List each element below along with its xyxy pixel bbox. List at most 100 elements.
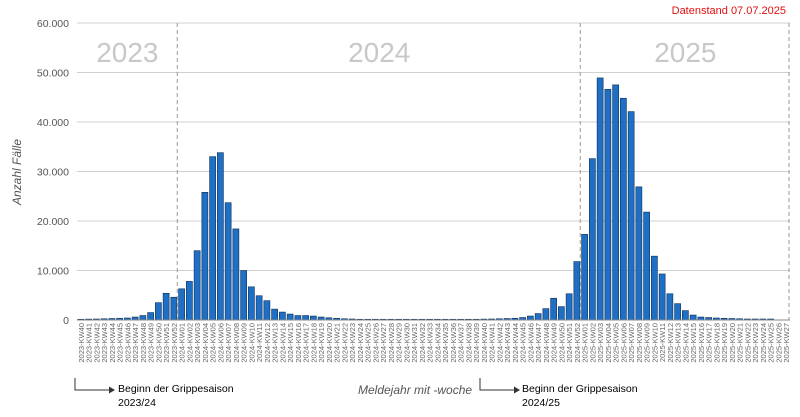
x-tick-label: 2025-KW11 (658, 323, 667, 362)
x-tick-label: 2024-KW36 (449, 323, 458, 363)
bar (286, 313, 294, 321)
x-tick-label: 2023-KW43 (100, 323, 109, 363)
x-tick-label: 2024-KW35 (441, 323, 450, 363)
x-tick-label: 2025-KW27 (782, 323, 791, 363)
bar (263, 300, 271, 321)
x-tick-label: 2025-KW20 (728, 323, 737, 363)
bar (689, 314, 697, 321)
x-tick-label: 2024-KW21 (333, 323, 342, 363)
season-start-arrow (74, 378, 109, 391)
x-tick-label: 2025-KW04 (604, 323, 613, 363)
bar (271, 308, 278, 321)
x-tick-label: 2024-KW01 (178, 323, 187, 363)
x-axis-title: Meldejahr mit -woche (358, 383, 473, 397)
x-tick-label: 2025-KW07 (627, 323, 636, 363)
x-tick-label: 2023-KW44 (108, 323, 117, 363)
bar (224, 202, 232, 321)
x-tick-label: 2023-KW45 (116, 323, 125, 363)
x-tick-label: 2024-KW45 (519, 323, 528, 363)
y-tick-label: 0 (63, 315, 69, 327)
x-tick-label: 2024-KW47 (534, 323, 543, 363)
season-start-arrow (479, 378, 514, 391)
bar (186, 281, 193, 321)
y-tick-label: 50.000 (37, 68, 69, 80)
y-tick-label: 40.000 (37, 117, 69, 129)
x-tick-label: 2023-KW42 (92, 323, 101, 363)
x-tick-label: 2024-KW26 (371, 323, 380, 363)
x-tick-label: 2023-KW50 (154, 323, 163, 363)
x-tick-label: 2024-KW48 (542, 323, 551, 363)
x-tick-label: 2024-KW28 (387, 323, 396, 363)
x-tick-label: 2024-KW41 (488, 323, 497, 363)
x-tick-label: 2024-KW50 (557, 323, 566, 363)
x-tick-label: 2024-KW02 (185, 323, 194, 363)
x-tick-label: 2024-KW34 (433, 323, 442, 363)
x-tick-label: 2025-KW21 (736, 323, 745, 363)
x-tick-label: 2024-KW24 (356, 323, 365, 363)
x-tick-label: 2024-KW11 (255, 323, 264, 362)
x-tick-label: 2024-KW10 (247, 323, 256, 363)
y-tick-label: 10.000 (37, 266, 69, 278)
data-status-label: Datenstand 07.07.2025 (671, 5, 786, 17)
x-tick-label: 2025-KW24 (759, 323, 768, 363)
x-tick-label: 2024-KW04 (201, 323, 210, 363)
x-tick-label: 2024-KW16 (294, 323, 303, 363)
x-tick-label: 2023-KW49 (147, 323, 156, 363)
season-start-note-line1: Beginn der Grippesaison (522, 383, 638, 395)
x-tick-label: 2024-KW27 (379, 323, 388, 363)
bar (643, 211, 650, 321)
x-tick-label: 2025-KW14 (681, 323, 690, 363)
season-start-note-line2: 2023/24 (118, 397, 156, 409)
x-tick-label: 2024-KW37 (457, 323, 466, 363)
x-tick-label: 2024-KW07 (224, 323, 233, 363)
bar (162, 292, 170, 321)
year-label: 2023 (96, 37, 158, 68)
x-tick-label: 2023-KW46 (123, 323, 132, 363)
bar (279, 311, 286, 321)
x-tick-label: 2024-KW12 (263, 323, 272, 363)
season-start-note-line1: Beginn der Grippesaison (118, 383, 234, 395)
x-tick-label: 2025-KW18 (712, 323, 721, 363)
x-tick-label: 2024-KW33 (426, 323, 435, 363)
bar (635, 186, 643, 321)
x-tick-label: 2025-KW22 (743, 323, 752, 363)
bar (232, 228, 240, 321)
x-tick-label: 2024-KW52 (573, 323, 582, 363)
x-tick-label: 2024-KW06 (216, 323, 225, 363)
season-start-note-2023: Beginn der Grippesaison 2023/24 (118, 382, 234, 410)
bar (240, 270, 247, 321)
x-tick-label: 2024-KW18 (309, 323, 318, 363)
year-label: 2025 (654, 37, 716, 68)
x-tick-label: 2024-KW20 (325, 323, 334, 363)
x-tick-label: 2025-KW19 (720, 323, 729, 363)
x-tick-label: 2024-KW22 (340, 323, 349, 363)
x-tick-label: 2023-KW40 (77, 323, 86, 363)
bar (581, 234, 588, 321)
x-tick-label: 2024-KW49 (550, 323, 559, 363)
x-tick-label: 2024-KW46 (526, 323, 535, 363)
x-tick-label: 2023-KW48 (139, 323, 148, 363)
bar (620, 97, 627, 321)
bar (542, 308, 550, 321)
x-tick-label: 2025-KW26 (774, 323, 783, 363)
bar (612, 84, 619, 321)
x-tick-label: 2024-KW03 (193, 323, 202, 363)
bar (604, 89, 612, 321)
x-tick-label: 2025-KW03 (596, 323, 605, 363)
y-axis-title: Anzahl Fälle (10, 138, 24, 206)
bar (255, 295, 263, 321)
bar (550, 297, 557, 321)
bar (201, 191, 209, 321)
y-tick-label: 20.000 (37, 216, 69, 228)
x-tick-label: 2023-KW52 (170, 323, 179, 363)
season-start-note-2024: Beginn der Grippesaison 2024/25 (522, 382, 638, 410)
x-tick-label: 2024-KW13 (271, 323, 280, 363)
bar (302, 315, 309, 321)
bar (310, 315, 317, 321)
x-tick-label: 2024-KW23 (348, 323, 357, 363)
y-tick-label: 60.000 (37, 18, 69, 30)
x-tick-label: 2024-KW43 (503, 323, 512, 363)
bar (209, 156, 216, 321)
bar (294, 315, 302, 321)
